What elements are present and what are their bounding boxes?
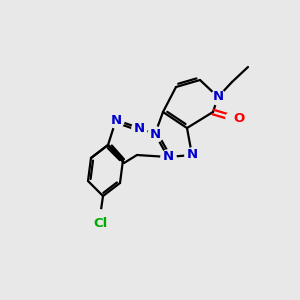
Text: N: N: [212, 91, 224, 103]
Text: N: N: [186, 148, 198, 161]
Text: N: N: [110, 113, 122, 127]
Text: N: N: [149, 128, 161, 140]
Text: O: O: [233, 112, 244, 124]
Text: Cl: Cl: [93, 217, 107, 230]
Text: N: N: [162, 151, 174, 164]
Text: N: N: [134, 122, 145, 134]
